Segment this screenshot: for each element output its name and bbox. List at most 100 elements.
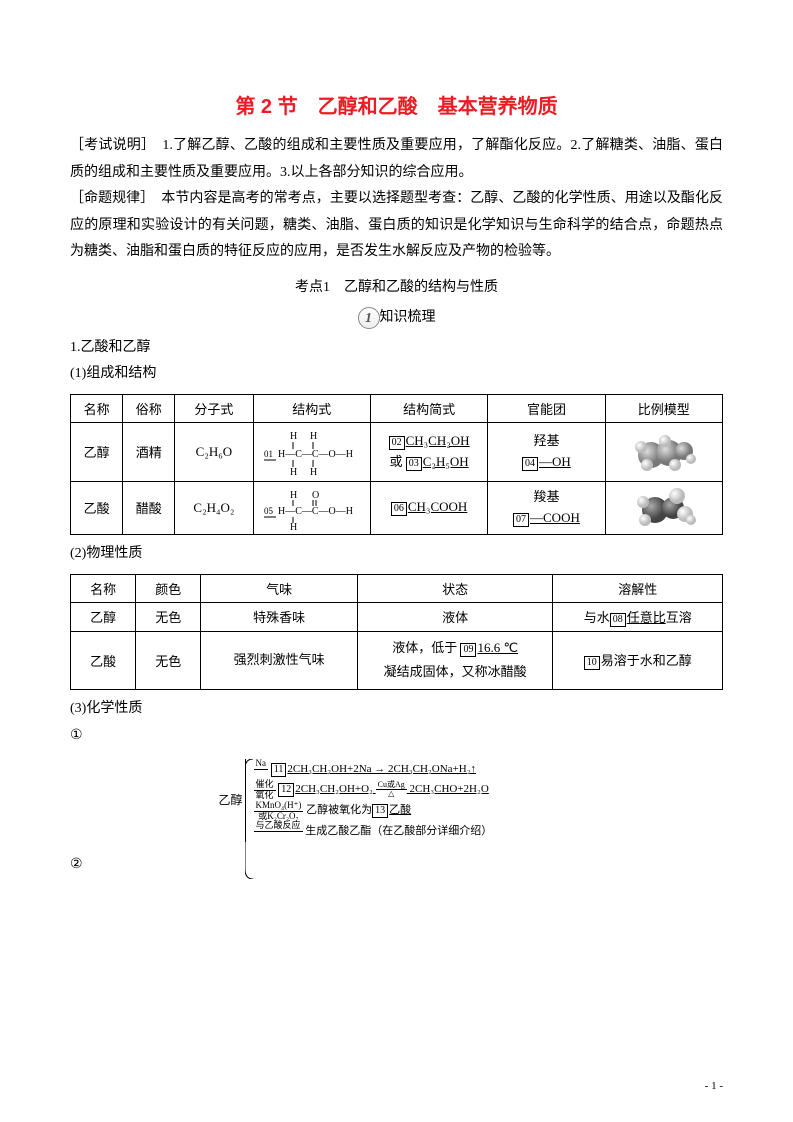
- tag-06: 06: [391, 502, 407, 516]
- circled-2: ②: [70, 852, 723, 879]
- ethanol-group: 羟基 04—OH: [488, 422, 605, 481]
- table-row: 乙酸 醋酸 C₂H₄O₂ 05 HO H—C—C—O—H H 06CH₃COOH: [71, 481, 723, 534]
- tag-02: 02: [389, 436, 405, 450]
- svg-text:H: H: [310, 431, 317, 442]
- sol-post: 互溶: [666, 610, 692, 625]
- acetic-group-formula: —COOH: [530, 510, 580, 525]
- tag-12: 12: [278, 783, 294, 797]
- acetic-smell: 强烈刺激性气味: [201, 631, 357, 689]
- svg-text:H—C—C—O—H: H—C—C—O—H: [278, 506, 353, 517]
- sol-mid: 任意比: [627, 610, 666, 625]
- rule-description: ［命题规律］ 本节内容是高考的常考点，主要以选择题型考查：乙醇、乙酸的化学性质、…: [70, 186, 723, 266]
- reaction-na: Na 112CH₃CH₂OH+2Na → 2CH₃CH₂ONa+H₂↑: [254, 759, 493, 780]
- acetic-sol-text: 易溶于水和乙醇: [601, 653, 692, 668]
- kaodian-header: 考点1 乙醇和乙酸的结构与性质: [70, 276, 723, 296]
- ethanol-formula: C₂H₆O: [175, 422, 253, 481]
- group-formula: —OH: [539, 454, 571, 469]
- table-row: 乙醇 酒精 C₂H₆O 01 HH H—C—C—O—H HH 02CH₃CH₂O…: [71, 422, 723, 481]
- circled-one-icon: 1: [358, 307, 380, 329]
- acetic-structural-formula-icon: 05 HO H—C—C—O—H H: [262, 486, 362, 530]
- exam-text: 1.了解乙醇、乙酸的组成和主要性质及重要应用，了解酯化反应。2.了解糖类、油脂、…: [70, 138, 723, 180]
- table-row: 乙醇 无色 特殊香味 液体 与水08任意比互溶: [71, 602, 723, 631]
- group-name: 羟基: [533, 433, 559, 448]
- acetic-name2: 乙酸: [71, 631, 136, 689]
- acetic-formula: C₂H₄O₂: [175, 481, 253, 534]
- table-row: 乙酸 无色 强烈刺激性气味 液体，低于 0916.6 ℃ 凝结成固体，又称冰醋酸…: [71, 631, 723, 689]
- exam-label: ［考试说明］: [70, 138, 148, 153]
- eq-ox-left: 2CH₃CH₂OH+O₂: [295, 783, 373, 795]
- svg-text:H: H: [310, 467, 317, 477]
- section-1-1: (1)组成和结构: [70, 361, 723, 388]
- th-model: 比例模型: [605, 394, 722, 422]
- acetic-sol: 10易溶于水和乙醇: [553, 631, 723, 689]
- svg-text:H: H: [290, 522, 297, 530]
- page-title: 第 2 节 乙醇和乙酸 基本营养物质: [70, 90, 723, 119]
- composition-table: 名称 俗称 分子式 结构式 结构简式 官能团 比例模型 乙醇 酒精 C₂H₆O …: [70, 394, 723, 535]
- kmno-pre: 乙醇被氧化为: [306, 804, 372, 816]
- state-post: 凝结成固体，又称冰醋酸: [384, 664, 527, 679]
- tag-09: 09: [460, 643, 476, 657]
- acetic-alias: 醋酸: [123, 481, 175, 534]
- page-number: - 1 -: [705, 1080, 723, 1092]
- table-header-row: 名称 俗称 分子式 结构式 结构简式 官能团 比例模型: [71, 394, 723, 422]
- th-group: 官能团: [488, 394, 605, 422]
- ester-text: 生成乙酸乙酯（在乙酸部分详细介绍）: [305, 825, 492, 837]
- ethanol-reactions-diagram: 乙醇 Na 112CH₃CH₂OH+2Na → 2CH₃CH₂ONa+H₂↑ 催…: [217, 759, 577, 842]
- ethanol-structure: 01 HH H—C—C—O—H HH: [253, 422, 370, 481]
- th2-color: 颜色: [136, 574, 201, 602]
- state-val: 16.6 ℃: [477, 640, 518, 655]
- tag-03: 03: [406, 457, 422, 471]
- acetic-name: 乙酸: [71, 481, 123, 534]
- acetic-color: 无色: [136, 631, 201, 689]
- section-1-3: (3)化学性质: [70, 696, 723, 723]
- section-1: 1.乙酸和乙醇: [70, 335, 723, 362]
- svg-text:O: O: [312, 490, 319, 501]
- ethanol-model-icon: [629, 429, 699, 475]
- svg-text:01: 01: [264, 449, 273, 459]
- physical-properties-table: 名称 颜色 气味 状态 溶解性 乙醇 无色 特殊香味 液体 与水08任意比互溶 …: [70, 574, 723, 690]
- diagram-left-label: 乙醇: [217, 759, 245, 842]
- tag-08: 08: [610, 613, 626, 627]
- ethanol-color: 无色: [136, 602, 201, 631]
- rule-label: ［命题规律］: [70, 191, 147, 206]
- ethanol-simple: 02CH₃CH₂OH 或 03C₂H₅OH: [370, 422, 487, 481]
- eq-na: 2CH₃CH₂OH+2Na → 2CH₃CH₂ONa+H₂↑: [287, 763, 476, 775]
- ethanol-alias: 酒精: [123, 422, 175, 481]
- th2-sol: 溶解性: [553, 574, 723, 602]
- zhishi-label: 知识梳理: [380, 310, 436, 325]
- ethanol-structural-formula-icon: 01 HH H—C—C—O—H HH: [262, 427, 362, 477]
- ethanol-name2: 乙醇: [71, 602, 136, 631]
- ethanol-smell: 特殊香味: [201, 602, 357, 631]
- ethanol-state: 液体: [357, 602, 553, 631]
- table-header-row: 名称 颜色 气味 状态 溶解性: [71, 574, 723, 602]
- tag-10: 10: [584, 656, 600, 670]
- tag-11: 11: [271, 763, 287, 777]
- kmno-post: 乙酸: [389, 804, 411, 816]
- acetic-structure: 05 HO H—C—C—O—H H: [253, 481, 370, 534]
- simple-1: CH₃CH₂OH: [406, 433, 470, 448]
- th2-state: 状态: [357, 574, 553, 602]
- section-1-2: (2)物理性质: [70, 541, 723, 568]
- arrow-bot: △: [376, 790, 407, 799]
- svg-text:H: H: [290, 467, 297, 477]
- th-alias: 俗称: [123, 394, 175, 422]
- svg-text:H: H: [290, 490, 297, 501]
- acetic-model: [605, 481, 722, 534]
- brace-icon: [245, 759, 253, 879]
- simple-2: C₂H₅OH: [423, 454, 469, 469]
- tag-13: 13: [372, 804, 388, 818]
- th-formula: 分子式: [175, 394, 253, 422]
- zhishi-header: 1知识梳理: [70, 306, 723, 329]
- rule-text: 本节内容是高考的常考点，主要以选择题型考查：乙醇、乙酸的化学性质、用途以及酯化反…: [70, 191, 723, 259]
- cond-kmno-top: KMnO₄(H⁺): [254, 801, 304, 812]
- tag-07: 07: [513, 513, 529, 527]
- exam-description: ［考试说明］ 1.了解乙醇、乙酸的组成和主要性质及重要应用，了解酯化反应。2.了…: [70, 133, 723, 186]
- svg-text:H—C—C—O—H: H—C—C—O—H: [278, 449, 353, 460]
- eq-ox-right: 2CH₃CHO+2H₂O: [410, 783, 489, 795]
- th-structure: 结构式: [253, 394, 370, 422]
- ethanol-sol: 与水08任意比互溶: [553, 602, 723, 631]
- acetic-group-name: 羧基: [533, 489, 559, 504]
- ethanol-name: 乙醇: [71, 422, 123, 481]
- acetic-model-icon: [629, 486, 699, 530]
- reaction-kmno4: KMnO₄(H⁺)或K₂Cr₂O₇ 乙醇被氧化为13乙酸: [254, 801, 493, 822]
